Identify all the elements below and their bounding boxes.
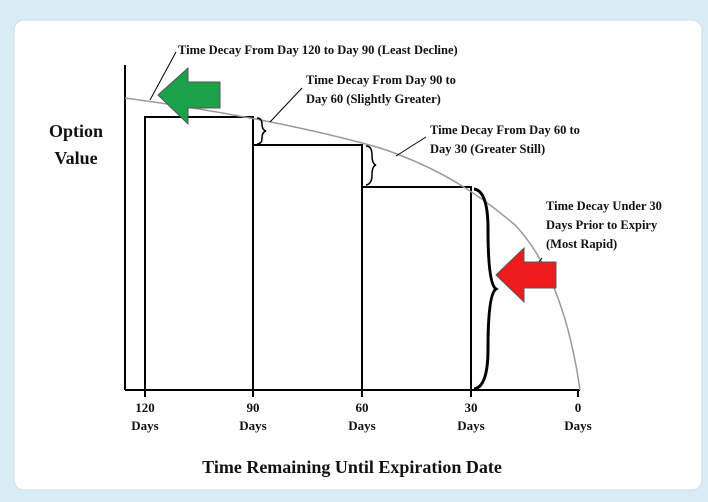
annotation-text: Time Decay From Day 90 to (306, 73, 456, 87)
tick-number: 60 (356, 400, 369, 415)
tick-unit: Days (131, 418, 158, 433)
annotations: Time Decay From Day 120 to Day 90 (Least… (178, 43, 662, 251)
annotation-text: (Most Rapid) (546, 237, 617, 251)
green-arrow (157, 66, 221, 126)
annotation-text: Time Decay From Day 120 to Day 90 (Least… (178, 43, 458, 57)
tick-unit: Days (564, 418, 591, 433)
leader (395, 136, 427, 157)
decay-boxes (144, 116, 472, 391)
leader (269, 87, 303, 123)
brace (365, 145, 377, 186)
tick-number: 30 (465, 400, 478, 415)
tick-unit: Days (348, 418, 375, 433)
y-axis-label: Value (54, 148, 97, 168)
x-ticks: 120 Days 90 Days 60 Days 30 Days 0 Days (131, 390, 592, 433)
annotation-text: Time Decay From Day 60 to (430, 123, 580, 137)
tick-unit: Days (457, 418, 484, 433)
tick-number: 90 (247, 400, 260, 415)
x-axis-label: Time Remaining Until Expiration Date (202, 457, 502, 477)
box (361, 186, 472, 391)
brace (256, 117, 267, 145)
red-arrow (495, 246, 557, 304)
annotation-text: Day 30 (Greater Still) (430, 142, 545, 156)
annotation-text: Time Decay Under 30 (546, 199, 662, 213)
annotation-text: Day 60 (Slightly Greater) (306, 92, 441, 106)
y-axis-label: Option (49, 121, 103, 141)
tick-unit: Days (239, 418, 266, 433)
tick-number: 120 (135, 400, 155, 415)
annotation-text: Days Prior to Expiry (546, 218, 658, 232)
panel (13, 19, 703, 491)
tick-number: 0 (575, 400, 582, 415)
brace (473, 187, 499, 391)
value-curve (124, 97, 581, 391)
braces (256, 117, 499, 391)
leader (149, 51, 177, 101)
